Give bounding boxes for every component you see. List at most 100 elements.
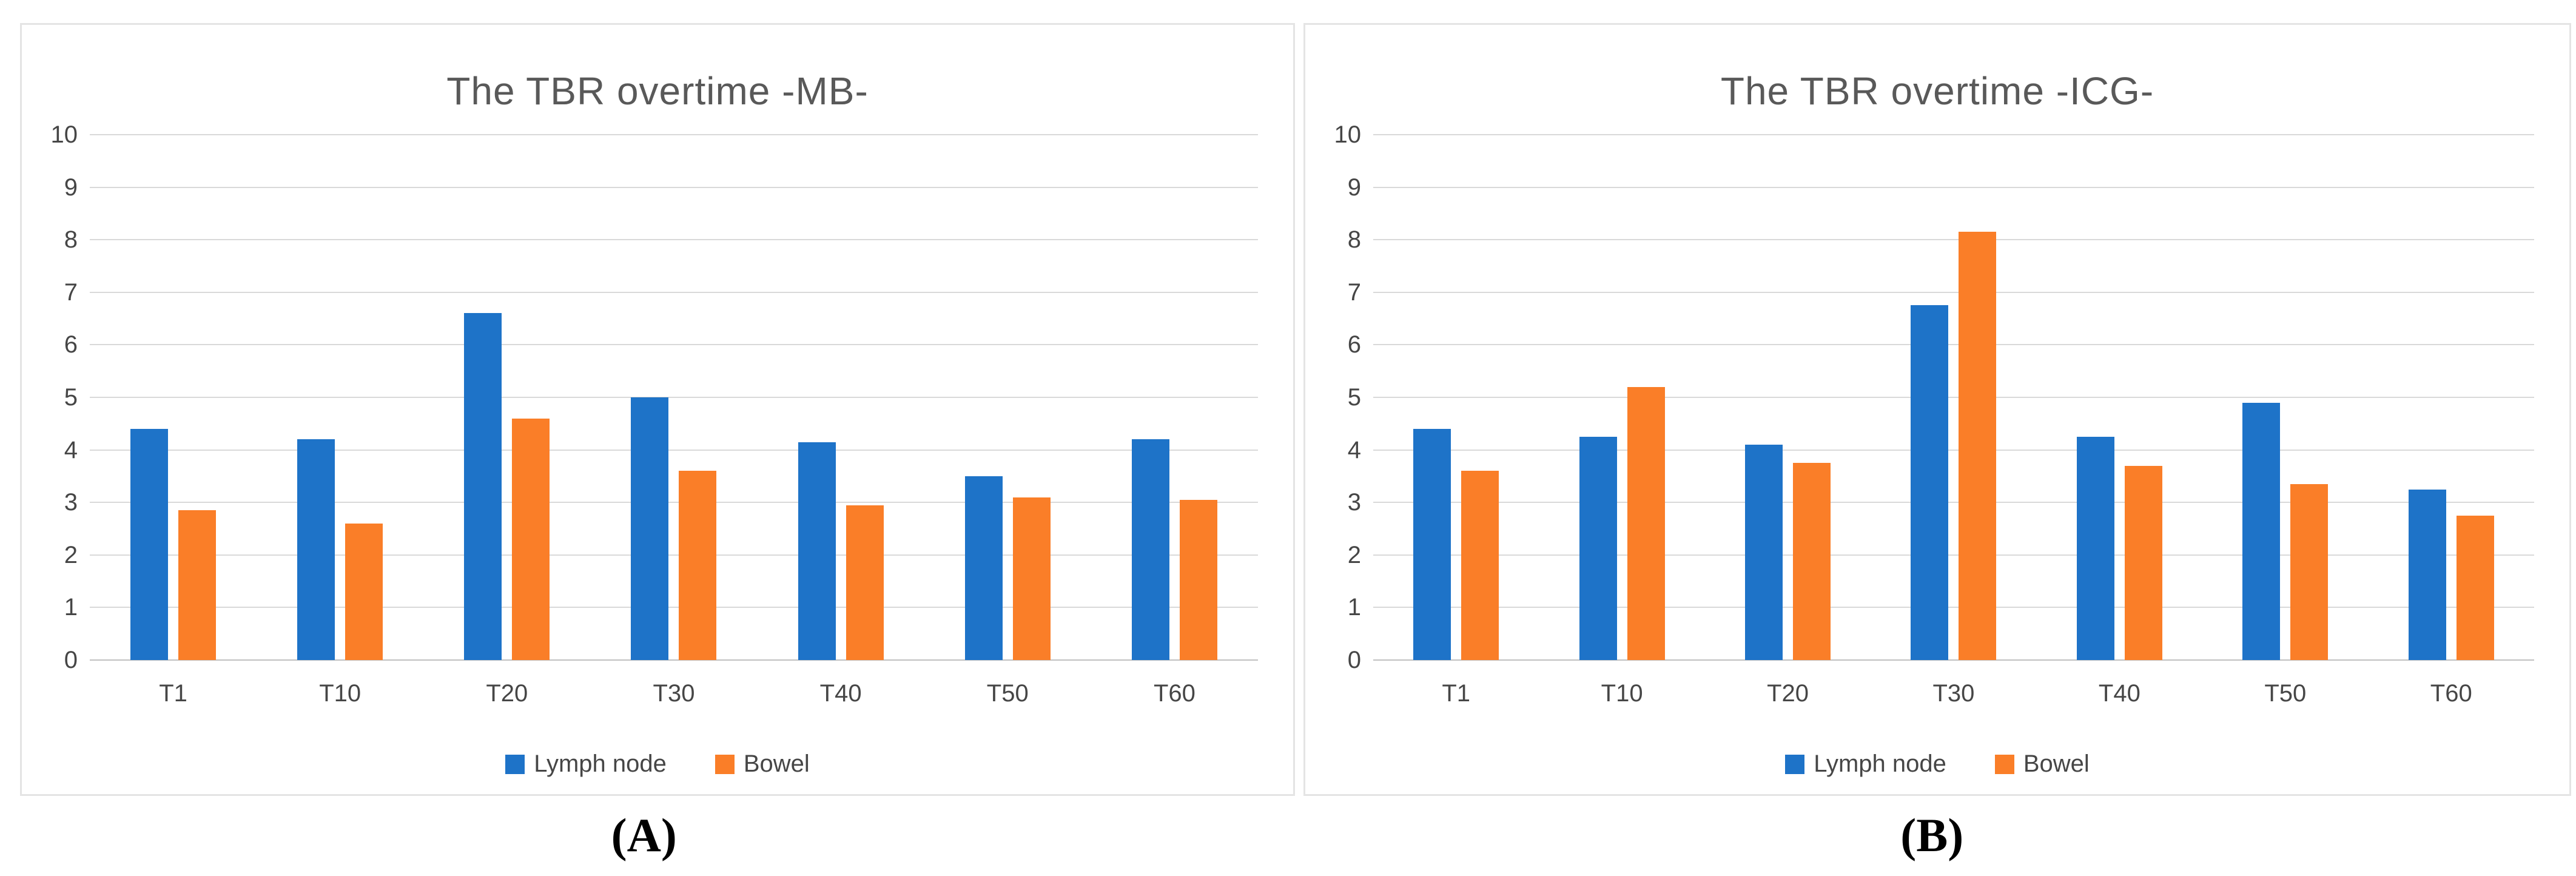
gridline-2 [1373, 554, 2534, 556]
bar-bowel-T30 [679, 471, 717, 660]
category-group-T30 [1871, 135, 2036, 660]
legend: Lymph node Bowel [22, 750, 1293, 778]
caption-b: (B) [1900, 809, 1964, 861]
gridline-10 [90, 134, 1258, 135]
category-group-T10 [1539, 135, 1704, 660]
x-tick-label-T50: T50 [986, 680, 1029, 707]
plot-area [1373, 134, 2534, 661]
gridline-7 [1373, 291, 2534, 293]
x-tick-label-T20: T20 [1767, 680, 1809, 707]
x-tick-label-T1: T1 [159, 680, 187, 707]
bar-bowel-T60 [2456, 515, 2494, 660]
category-group-T60 [1091, 135, 1258, 660]
category-group-T40 [758, 135, 924, 660]
panel-captions: (A) (B) [0, 808, 2576, 863]
bar-bowel-T20 [512, 418, 550, 660]
category-group-T10 [257, 135, 423, 660]
category-group-T40 [2037, 135, 2202, 660]
x-tick-label-T20: T20 [486, 680, 528, 707]
bar-bowel-T10 [1627, 386, 1665, 660]
x-tick-label-T50: T50 [2264, 680, 2307, 707]
bar-lymph-node-T40 [798, 442, 836, 660]
bar-lymph-node-T1 [1413, 428, 1451, 660]
category-group-T20 [1705, 135, 1871, 660]
y-tick-label-10: 10 [1334, 121, 1362, 148]
legend-swatch-icon [715, 754, 735, 774]
y-axis-tick-labels: 0 1 2 3 4 5 6 7 8 9 10 [1305, 121, 1362, 673]
y-tick-label-3: 3 [64, 489, 78, 516]
bar-lymph-node-T50 [2242, 402, 2281, 660]
y-tick-label-9: 9 [64, 174, 78, 201]
y-tick-label-7: 7 [1347, 278, 1361, 306]
y-tick-label-9: 9 [1347, 174, 1361, 201]
gridline-5 [1373, 397, 2534, 398]
bar-lymph-node-T1 [130, 428, 169, 660]
chart-panel-icg: The TBR overtime -ICG- 0 1 2 3 4 5 6 7 8 9 10 T1 T1… [1303, 23, 2571, 796]
plot-area [90, 134, 1258, 661]
bar-bowel-T50 [1012, 497, 1051, 660]
x-tick-label-T10: T10 [319, 680, 362, 707]
gridline-0 [90, 659, 1258, 661]
legend-swatch-icon [505, 754, 525, 774]
x-tick-label-T60: T60 [1153, 680, 1196, 707]
bar-bowel-T60 [1179, 499, 1217, 660]
x-tick-label-T1: T1 [1442, 680, 1471, 707]
category-group-T1 [90, 135, 257, 660]
x-tick-label-T40: T40 [819, 680, 862, 707]
bar-lymph-node-T10 [1579, 436, 1617, 660]
bar-lymph-node-T30 [631, 397, 669, 660]
legend-item-lymph-node: Lymph node [505, 750, 667, 778]
category-group-T1 [1373, 135, 1539, 660]
legend-item-bowel: Bowel [1994, 750, 2090, 778]
chart-panel-mb: The TBR overtime -MB- 0 1 2 3 4 5 6 7 8 9 10 T1 T10… [20, 23, 1295, 796]
y-tick-label-6: 6 [64, 331, 78, 359]
bar-lymph-node-T50 [964, 476, 1003, 660]
bar-lymph-node-T60 [2408, 489, 2446, 660]
legend-label: Bowel [743, 750, 810, 777]
gridline-1 [1373, 607, 2534, 608]
x-tick-label-T30: T30 [653, 680, 695, 707]
bar-bowel-T50 [2290, 483, 2329, 660]
y-tick-label-3: 3 [1347, 489, 1361, 516]
gridline-8 [90, 239, 1258, 241]
gridline-9 [90, 186, 1258, 188]
x-axis-tick-labels: T1 T10 T20 T30 T40 T50 T60 [90, 680, 1258, 707]
x-tick-label-T60: T60 [2430, 680, 2472, 707]
gridline-6 [90, 344, 1258, 346]
legend-swatch-icon [1785, 754, 1805, 774]
bar-lymph-node-T40 [2076, 436, 2114, 660]
y-tick-label-7: 7 [64, 278, 78, 306]
bar-lymph-node-T30 [1911, 305, 1949, 660]
legend-label: Bowel [2023, 750, 2090, 777]
y-tick-label-0: 0 [64, 647, 78, 673]
bar-lymph-node-T60 [1131, 439, 1169, 660]
legend-item-bowel: Bowel [715, 750, 810, 778]
gridline-3 [90, 502, 1258, 504]
caption-a: (A) [611, 809, 677, 861]
legend-label: Lymph node [534, 750, 667, 777]
y-tick-label-2: 2 [1347, 541, 1361, 568]
gridline-9 [1373, 186, 2534, 188]
y-tick-label-8: 8 [64, 226, 78, 254]
y-tick-label-2: 2 [64, 541, 78, 568]
y-tick-label-4: 4 [64, 436, 78, 463]
gridline-4 [1373, 449, 2534, 451]
y-tick-label-1: 1 [64, 594, 78, 621]
gridline-1 [90, 607, 1258, 608]
x-tick-label-T30: T30 [1932, 680, 1975, 707]
chart-title: The TBR overtime -ICG- [1720, 69, 2154, 113]
gridline-4 [90, 449, 1258, 451]
bar-lymph-node-T10 [297, 439, 335, 660]
gridline-6 [1373, 344, 2534, 346]
category-group-T50 [924, 135, 1091, 660]
legend-item-lymph-node: Lymph node [1785, 750, 1946, 778]
legend-swatch-icon [1994, 754, 2014, 774]
bar-bowel-T40 [2124, 465, 2162, 660]
y-tick-label-8: 8 [1347, 226, 1361, 254]
bar-groups [90, 135, 1258, 660]
chart-title: The TBR overtime -MB- [446, 69, 869, 113]
y-tick-label-0: 0 [1347, 647, 1361, 673]
y-tick-label-10: 10 [50, 121, 78, 148]
bar-lymph-node-T20 [464, 313, 502, 660]
y-tick-label-5: 5 [1347, 384, 1361, 411]
